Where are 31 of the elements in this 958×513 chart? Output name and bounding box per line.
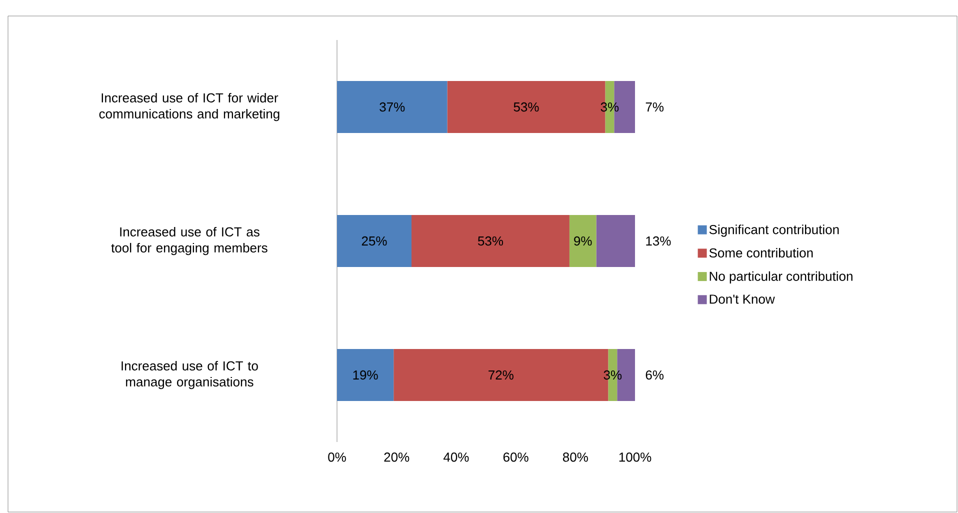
data-label: 53% (514, 102, 539, 112)
x-tick-label: 0% (328, 452, 346, 462)
bar (412, 215, 570, 268)
x-tick-label: 60% (503, 452, 528, 462)
bar (337, 215, 412, 268)
data-label: 7% (646, 102, 664, 112)
data-label: 53% (478, 236, 504, 246)
bar (596, 215, 636, 268)
data-label: 19% (353, 370, 378, 380)
data-label: 3% (600, 102, 619, 112)
y-tick-label: Increased use of ICT to manage organisations (122, 360, 258, 390)
bar (337, 349, 394, 402)
data-label: 13% (646, 236, 671, 246)
data-label: 37% (380, 102, 405, 112)
x-tick-label: 80% (562, 452, 588, 462)
y-tick-label: Increased use of ICT for wider communications and marketing (99, 92, 280, 122)
legend-label: No particular contribution (710, 271, 852, 284)
x-tick-label: 100% (619, 452, 652, 462)
x-tick-label: 20% (384, 452, 410, 462)
data-label: 9% (574, 236, 592, 246)
legend-label: Some contribution (709, 248, 813, 258)
legend-label: Don't Know (710, 294, 775, 304)
data-label: 72% (488, 370, 514, 380)
legend-label: Significant contribution (709, 224, 839, 237)
data-label: 3% (604, 370, 622, 380)
bar (337, 81, 448, 134)
data-label: 6% (646, 370, 664, 380)
bar (569, 215, 596, 268)
data-label: 25% (362, 236, 387, 246)
y-tick-label: Increased use of ICT as tool for engaging members (111, 226, 268, 256)
x-tick-label: 40% (443, 452, 469, 462)
